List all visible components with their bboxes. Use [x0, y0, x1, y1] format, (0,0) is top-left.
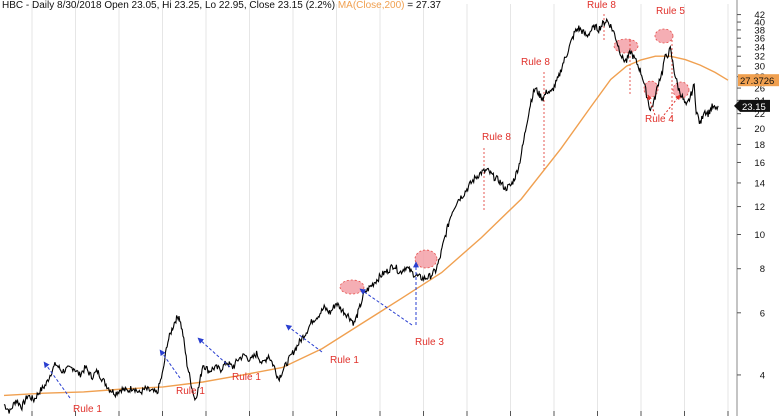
rule-arrow-red: [647, 94, 656, 116]
y-tick-label: 38: [754, 25, 765, 36]
y-tick-label: 36: [754, 34, 765, 45]
y-tick-label: 14: [754, 178, 765, 189]
y-tick-label: 30: [754, 62, 765, 73]
y-tick-label: 20: [754, 124, 765, 135]
rule-label: Rule 1: [73, 404, 102, 415]
highlight-circle: [643, 80, 659, 98]
y-tick-label: 16: [754, 158, 765, 169]
rule-arrow-red: [663, 94, 681, 116]
rule-label: Rule 3: [415, 337, 444, 348]
price-tag: [734, 99, 770, 112]
rule-label: Rule 8: [521, 57, 550, 68]
highlight-circle: [672, 81, 690, 99]
highlight-circle: [414, 249, 438, 269]
rule-label: Rule 1: [232, 372, 261, 383]
price-line: [3, 17, 719, 414]
ma-value-tag-label: 27.3726: [740, 76, 774, 87]
y-tick-label: 40: [754, 18, 765, 29]
period-label: Daily: [32, 0, 55, 11]
y-tick-label: 10: [754, 230, 765, 241]
rule-label: Rule 1: [176, 386, 205, 397]
y-tick-label: 26: [754, 84, 765, 95]
rule-label: Rule 8: [587, 0, 616, 11]
y-tick-label: 4: [760, 370, 765, 381]
ma-value-tag: [738, 74, 779, 87]
rule-arrow: [359, 288, 413, 326]
chart-header: HBC - Daily 8/30/2018 Open 23.05, Hi 23.…: [2, 0, 441, 11]
rule-arrow: [43, 361, 71, 399]
y-tick-label: 6: [760, 308, 765, 319]
ma-value-label: = 27.37: [407, 0, 441, 11]
y-tick-label: 34: [754, 42, 765, 53]
symbol-label: HBC: [2, 0, 24, 11]
rule-arrow: [285, 324, 323, 353]
y-tick-label: 32: [754, 52, 765, 63]
y-tick-label: 12: [754, 202, 765, 213]
y-tick-label: 22: [754, 109, 765, 120]
ohlc-label: Open 23.05, Hi 23.25, Lo 22.95, Close 23…: [104, 0, 336, 11]
y-tick-label: 18: [754, 140, 765, 151]
date-label: 8/30/2018: [57, 0, 102, 11]
price-tag-label: 23.15: [742, 102, 766, 113]
y-tick-label: 42: [754, 10, 765, 21]
rule-label: Rule 4: [645, 114, 674, 125]
highlight-circle: [613, 38, 639, 54]
rule-arrow: [197, 337, 231, 368]
rule-arrow: [159, 349, 181, 379]
ma-label: MA(Close,200): [337, 0, 405, 11]
highlight-circle: [339, 279, 365, 295]
rule-label: Rule 5: [656, 6, 685, 17]
highlight-circle: [654, 28, 674, 44]
y-tick-label: 8: [760, 264, 765, 275]
ma-200-line: [3, 55, 729, 397]
rule-label: Rule 1: [330, 355, 359, 366]
rule-label: Rule 8: [482, 132, 511, 143]
